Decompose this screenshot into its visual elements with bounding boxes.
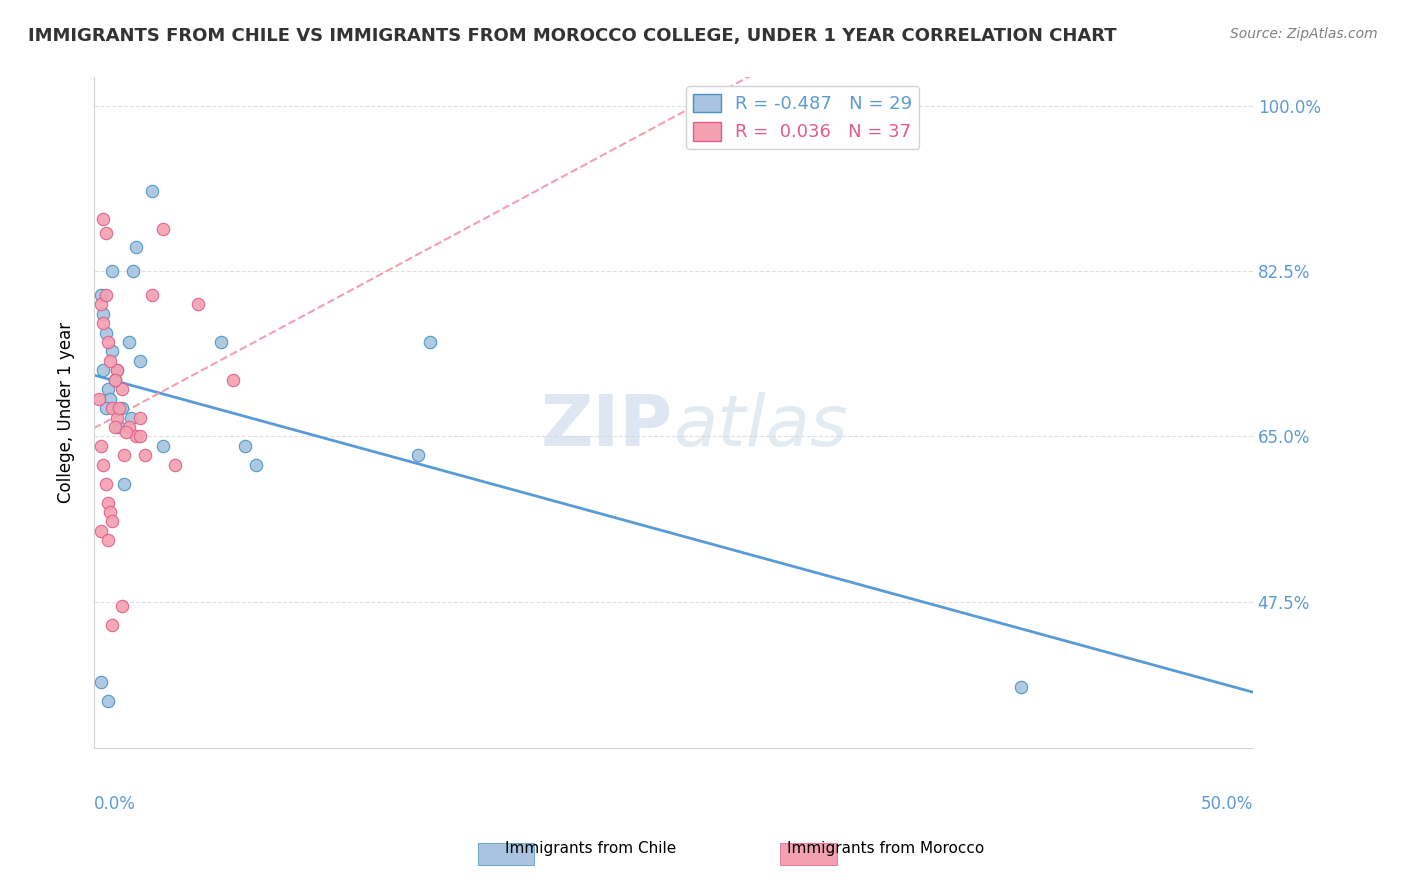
Point: [98, 392, 121, 406]
Point: [209, 334, 232, 349]
Text: 50.0%: 50.0%: [1201, 796, 1253, 814]
Point: [104, 373, 127, 387]
Point: [104, 420, 127, 434]
Point: [97, 334, 120, 349]
Point: [90, 675, 112, 690]
Text: ZIP: ZIP: [541, 392, 673, 461]
Point: [91, 307, 114, 321]
Text: atlas: atlas: [673, 392, 848, 461]
Point: [245, 458, 267, 472]
Point: [118, 420, 141, 434]
Point: [129, 354, 152, 368]
Point: [118, 334, 141, 349]
Point: [101, 618, 124, 632]
Point: [94, 287, 117, 301]
Point: [108, 420, 131, 434]
Point: [87, 392, 110, 406]
Point: [115, 425, 138, 439]
Text: Immigrants from Morocco: Immigrants from Morocco: [787, 841, 984, 856]
Point: [90, 439, 112, 453]
Point: [111, 401, 134, 416]
Point: [94, 227, 117, 241]
Point: [91, 458, 114, 472]
Point: [97, 694, 120, 708]
Point: [112, 448, 135, 462]
Point: [97, 382, 120, 396]
Point: [233, 439, 256, 453]
Point: [105, 410, 128, 425]
Point: [91, 316, 114, 330]
Point: [111, 599, 134, 614]
Point: [91, 363, 114, 377]
Point: [108, 401, 131, 416]
Point: [101, 264, 124, 278]
Point: [98, 505, 121, 519]
Point: [152, 221, 174, 235]
Point: [134, 448, 156, 462]
Y-axis label: College, Under 1 year: College, Under 1 year: [58, 322, 75, 503]
Point: [112, 476, 135, 491]
Point: [129, 429, 152, 443]
Text: Immigrants from Chile: Immigrants from Chile: [505, 841, 676, 856]
Point: [408, 448, 430, 462]
Point: [141, 184, 163, 198]
Point: [124, 240, 146, 254]
Point: [94, 476, 117, 491]
Point: [91, 212, 114, 227]
Point: [97, 533, 120, 548]
Point: [98, 354, 121, 368]
Legend: R = -0.487   N = 29, R =  0.036   N = 37: R = -0.487 N = 29, R = 0.036 N = 37: [686, 87, 920, 149]
Point: [152, 439, 174, 453]
Point: [111, 382, 134, 396]
Point: [101, 401, 124, 416]
Text: 0.0%: 0.0%: [94, 796, 136, 814]
Point: [94, 401, 117, 416]
Point: [419, 334, 441, 349]
Point: [90, 524, 112, 538]
Point: [105, 363, 128, 377]
Point: [101, 515, 124, 529]
Point: [101, 344, 124, 359]
Text: IMMIGRANTS FROM CHILE VS IMMIGRANTS FROM MOROCCO COLLEGE, UNDER 1 YEAR CORRELATI: IMMIGRANTS FROM CHILE VS IMMIGRANTS FROM…: [28, 27, 1116, 45]
Point: [124, 429, 146, 443]
Text: Source: ZipAtlas.com: Source: ZipAtlas.com: [1230, 27, 1378, 41]
Point: [165, 458, 187, 472]
Point: [129, 410, 152, 425]
Point: [122, 264, 145, 278]
Point: [105, 363, 128, 377]
Point: [97, 495, 120, 509]
Point: [104, 373, 127, 387]
Point: [90, 287, 112, 301]
Point: [222, 373, 245, 387]
Point: [141, 287, 163, 301]
Point: [120, 410, 142, 425]
Point: [94, 326, 117, 340]
Point: [90, 297, 112, 311]
Point: [1010, 680, 1032, 694]
Point: [187, 297, 209, 311]
